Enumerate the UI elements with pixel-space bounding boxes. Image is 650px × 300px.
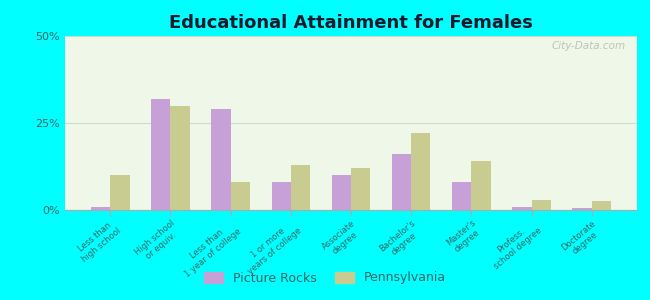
Bar xyxy=(532,200,551,210)
Bar xyxy=(272,182,291,210)
Bar xyxy=(170,106,190,210)
Bar xyxy=(231,182,250,210)
Bar xyxy=(111,175,129,210)
Bar xyxy=(351,168,370,210)
Bar xyxy=(411,134,430,210)
Bar xyxy=(471,161,491,210)
Legend: Picture Rocks, Pennsylvania: Picture Rocks, Pennsylvania xyxy=(198,265,452,291)
Bar xyxy=(392,154,411,210)
Bar xyxy=(512,206,532,210)
Bar xyxy=(291,165,310,210)
Title: Educational Attainment for Females: Educational Attainment for Females xyxy=(169,14,533,32)
Bar xyxy=(452,182,471,210)
Bar xyxy=(332,175,351,210)
Bar xyxy=(91,206,111,210)
Bar xyxy=(573,208,592,210)
Bar xyxy=(151,99,170,210)
Bar xyxy=(211,109,231,210)
Text: City-Data.com: City-Data.com xyxy=(551,41,625,51)
Bar xyxy=(592,201,611,210)
